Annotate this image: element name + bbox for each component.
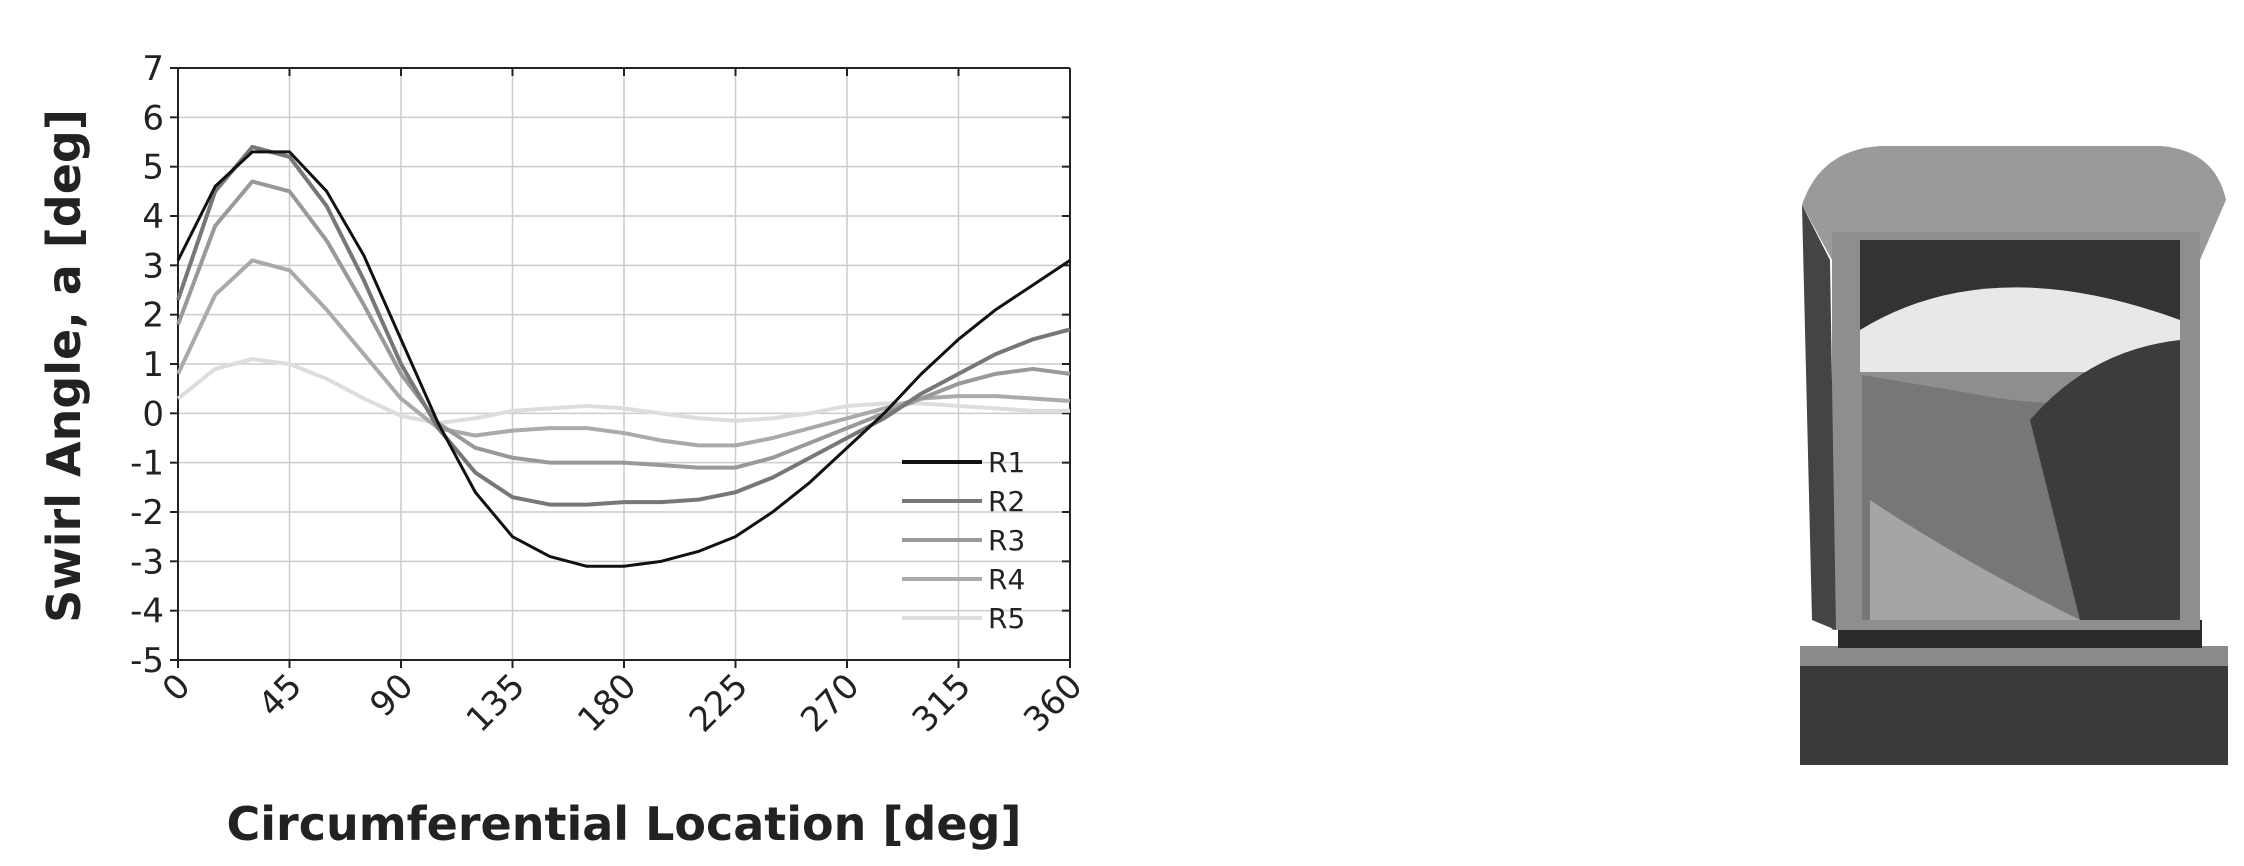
legend-label: R2 xyxy=(988,485,1025,518)
y-tick-label: 6 xyxy=(142,98,164,138)
y-tick-label: 0 xyxy=(142,394,164,434)
x-tick-label: 90 xyxy=(362,666,421,725)
y-tick-label: -3 xyxy=(130,542,164,582)
legend-label: R5 xyxy=(988,602,1025,635)
y-axis-label: Swirl Angle, a [deg] xyxy=(37,109,91,623)
y-tick-label: 3 xyxy=(142,246,164,286)
legend-label: R4 xyxy=(988,563,1025,596)
x-tick-label: 270 xyxy=(793,666,867,740)
line xyxy=(176,144,1071,507)
legend-label: R3 xyxy=(988,524,1025,557)
y-tick-label: 2 xyxy=(142,296,164,336)
rendering xyxy=(1800,146,2228,765)
legend-label: R1 xyxy=(988,446,1025,479)
x-tick-label: 225 xyxy=(682,666,756,740)
x-tick-label: 135 xyxy=(459,666,533,740)
y-tick-label: -5 xyxy=(130,641,164,681)
y-tick-label: 7 xyxy=(142,49,164,89)
y-tick-label: 4 xyxy=(142,197,164,237)
line xyxy=(176,179,1071,470)
y-tick-label: 1 xyxy=(142,345,164,385)
x-tick-label: 180 xyxy=(570,666,644,740)
y-tick-label: -1 xyxy=(130,444,164,484)
x-tick-label: 45 xyxy=(251,666,310,725)
y-tick-label: 5 xyxy=(142,148,164,188)
x-tick-label: 360 xyxy=(1016,666,1090,740)
x-tick-label: 315 xyxy=(905,666,979,740)
line xyxy=(176,150,1071,568)
y-tick-label: -4 xyxy=(130,592,164,632)
line xyxy=(176,357,1070,426)
y-tick-label: -2 xyxy=(130,493,164,533)
x-axis-label: Circumferential Location [deg] xyxy=(226,797,1021,851)
